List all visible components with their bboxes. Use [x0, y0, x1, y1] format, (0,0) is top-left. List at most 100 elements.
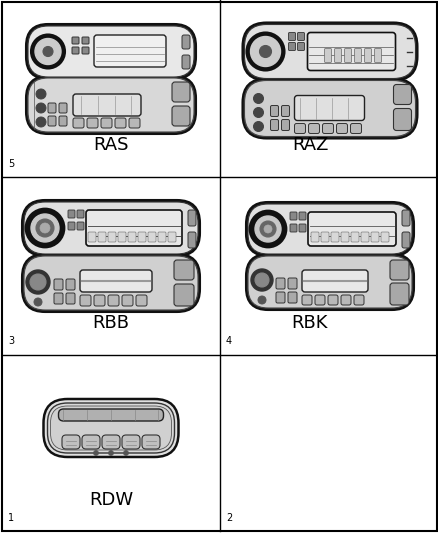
FancyBboxPatch shape — [294, 95, 364, 120]
FancyBboxPatch shape — [389, 260, 408, 280]
FancyBboxPatch shape — [242, 78, 417, 139]
Circle shape — [36, 219, 54, 237]
FancyBboxPatch shape — [82, 37, 89, 44]
FancyBboxPatch shape — [68, 222, 75, 230]
FancyBboxPatch shape — [353, 295, 363, 305]
Circle shape — [253, 122, 263, 132]
FancyBboxPatch shape — [22, 254, 200, 312]
FancyBboxPatch shape — [301, 295, 311, 305]
FancyBboxPatch shape — [294, 124, 305, 133]
FancyBboxPatch shape — [22, 200, 200, 256]
FancyBboxPatch shape — [401, 210, 409, 226]
FancyBboxPatch shape — [290, 224, 297, 232]
FancyBboxPatch shape — [290, 212, 297, 220]
FancyBboxPatch shape — [50, 406, 171, 450]
FancyBboxPatch shape — [330, 232, 338, 242]
Text: 1: 1 — [8, 513, 14, 523]
FancyBboxPatch shape — [128, 232, 136, 242]
FancyBboxPatch shape — [370, 232, 378, 242]
FancyBboxPatch shape — [301, 270, 367, 292]
FancyBboxPatch shape — [281, 119, 289, 131]
FancyBboxPatch shape — [245, 254, 413, 310]
FancyBboxPatch shape — [354, 49, 360, 62]
FancyBboxPatch shape — [187, 210, 195, 226]
FancyBboxPatch shape — [172, 106, 190, 126]
Circle shape — [93, 450, 98, 456]
FancyBboxPatch shape — [73, 94, 141, 116]
FancyBboxPatch shape — [182, 35, 190, 49]
FancyBboxPatch shape — [327, 295, 337, 305]
FancyBboxPatch shape — [59, 103, 67, 113]
Circle shape — [263, 225, 272, 233]
FancyBboxPatch shape — [138, 232, 146, 242]
FancyBboxPatch shape — [80, 270, 152, 292]
FancyBboxPatch shape — [308, 124, 319, 133]
FancyBboxPatch shape — [187, 232, 195, 248]
Circle shape — [26, 270, 50, 294]
Text: RAS: RAS — [93, 136, 128, 154]
FancyBboxPatch shape — [94, 35, 166, 67]
FancyBboxPatch shape — [88, 232, 96, 242]
FancyBboxPatch shape — [24, 202, 198, 254]
FancyBboxPatch shape — [94, 295, 105, 306]
Circle shape — [36, 117, 46, 127]
FancyBboxPatch shape — [320, 232, 328, 242]
FancyBboxPatch shape — [168, 232, 176, 242]
FancyBboxPatch shape — [26, 24, 195, 79]
FancyBboxPatch shape — [322, 124, 333, 133]
FancyBboxPatch shape — [66, 279, 75, 290]
FancyBboxPatch shape — [334, 49, 341, 62]
FancyBboxPatch shape — [336, 124, 347, 133]
FancyBboxPatch shape — [392, 109, 410, 131]
Circle shape — [123, 450, 128, 456]
FancyBboxPatch shape — [54, 279, 63, 290]
FancyBboxPatch shape — [98, 232, 106, 242]
FancyBboxPatch shape — [364, 49, 371, 62]
FancyBboxPatch shape — [59, 116, 67, 126]
FancyBboxPatch shape — [242, 22, 417, 80]
Text: RDW: RDW — [89, 491, 133, 509]
FancyBboxPatch shape — [141, 435, 159, 449]
FancyBboxPatch shape — [129, 118, 140, 128]
FancyBboxPatch shape — [360, 232, 368, 242]
FancyBboxPatch shape — [87, 118, 98, 128]
FancyBboxPatch shape — [244, 25, 414, 78]
FancyBboxPatch shape — [298, 212, 305, 220]
Circle shape — [31, 214, 59, 242]
FancyBboxPatch shape — [43, 399, 178, 457]
FancyBboxPatch shape — [62, 435, 80, 449]
FancyBboxPatch shape — [28, 26, 194, 77]
FancyBboxPatch shape — [297, 33, 304, 41]
FancyBboxPatch shape — [173, 284, 194, 306]
Circle shape — [253, 108, 263, 117]
FancyBboxPatch shape — [172, 82, 190, 102]
FancyBboxPatch shape — [307, 212, 395, 246]
FancyBboxPatch shape — [148, 232, 155, 242]
FancyBboxPatch shape — [24, 256, 198, 310]
Circle shape — [254, 273, 268, 287]
FancyBboxPatch shape — [276, 278, 284, 289]
FancyBboxPatch shape — [350, 124, 360, 133]
Text: 3: 3 — [8, 336, 14, 346]
FancyBboxPatch shape — [247, 204, 411, 254]
FancyBboxPatch shape — [298, 224, 305, 232]
FancyBboxPatch shape — [350, 232, 358, 242]
Circle shape — [31, 35, 65, 69]
FancyBboxPatch shape — [276, 292, 284, 303]
FancyBboxPatch shape — [247, 256, 411, 308]
FancyBboxPatch shape — [389, 283, 408, 305]
FancyBboxPatch shape — [77, 210, 84, 218]
Text: RBK: RBK — [291, 314, 328, 332]
Circle shape — [259, 221, 276, 237]
Circle shape — [258, 296, 265, 304]
FancyBboxPatch shape — [288, 43, 295, 51]
FancyBboxPatch shape — [380, 232, 388, 242]
FancyBboxPatch shape — [374, 49, 381, 62]
Circle shape — [246, 33, 284, 70]
FancyBboxPatch shape — [340, 295, 350, 305]
FancyBboxPatch shape — [108, 295, 119, 306]
FancyBboxPatch shape — [297, 43, 304, 51]
Text: 2: 2 — [226, 513, 232, 523]
Circle shape — [259, 45, 271, 58]
FancyBboxPatch shape — [314, 295, 324, 305]
